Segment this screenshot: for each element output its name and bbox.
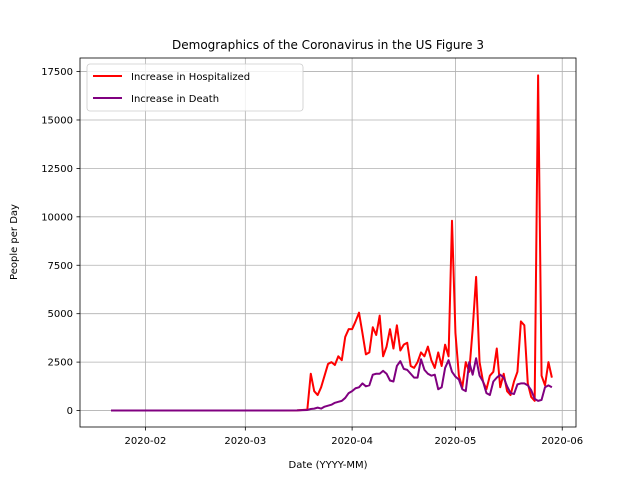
death-series-line	[111, 357, 553, 412]
y-axis-label: People per Day	[9, 204, 20, 280]
y-tick-label: 5000	[48, 309, 73, 320]
x-axis-label: Date (YYYY-MM)	[289, 460, 368, 471]
legend-label-death: Increase in Death	[131, 94, 219, 105]
legend-box	[86, 63, 304, 112]
legend-label-hospitalized: Increase in Hospitalized	[131, 72, 250, 83]
legend: Increase in Hospitalized Increase in Dea…	[86, 63, 304, 112]
x-tick-label: 2020-06	[541, 436, 583, 447]
y-tick-label: 10000	[41, 212, 73, 223]
x-tick-label: 2020-05	[435, 436, 477, 447]
y-tick-label: 2500	[48, 358, 73, 369]
x-tick-label: 2020-02	[125, 436, 167, 447]
y-tick-label: 15000	[41, 115, 73, 126]
grid	[80, 58, 576, 427]
series-layer	[111, 74, 553, 412]
hospitalized-series-line	[111, 74, 553, 412]
chart-title: Demographics of the Coronavirus in the U…	[172, 38, 484, 52]
x-tick-label: 2020-04	[331, 436, 373, 447]
y-tick-label: 0	[67, 406, 73, 417]
y-tick-label: 17500	[41, 67, 73, 78]
plot-area	[80, 58, 576, 427]
plot-frame	[79, 57, 577, 428]
ticks: 2020-02 2020-03 2020-04 2020-05 2020-06 0 2500…	[41, 67, 583, 447]
x-tick-label: 2020-03	[224, 436, 266, 447]
y-tick-label: 12500	[41, 164, 73, 175]
y-tick-label: 7500	[48, 261, 73, 272]
